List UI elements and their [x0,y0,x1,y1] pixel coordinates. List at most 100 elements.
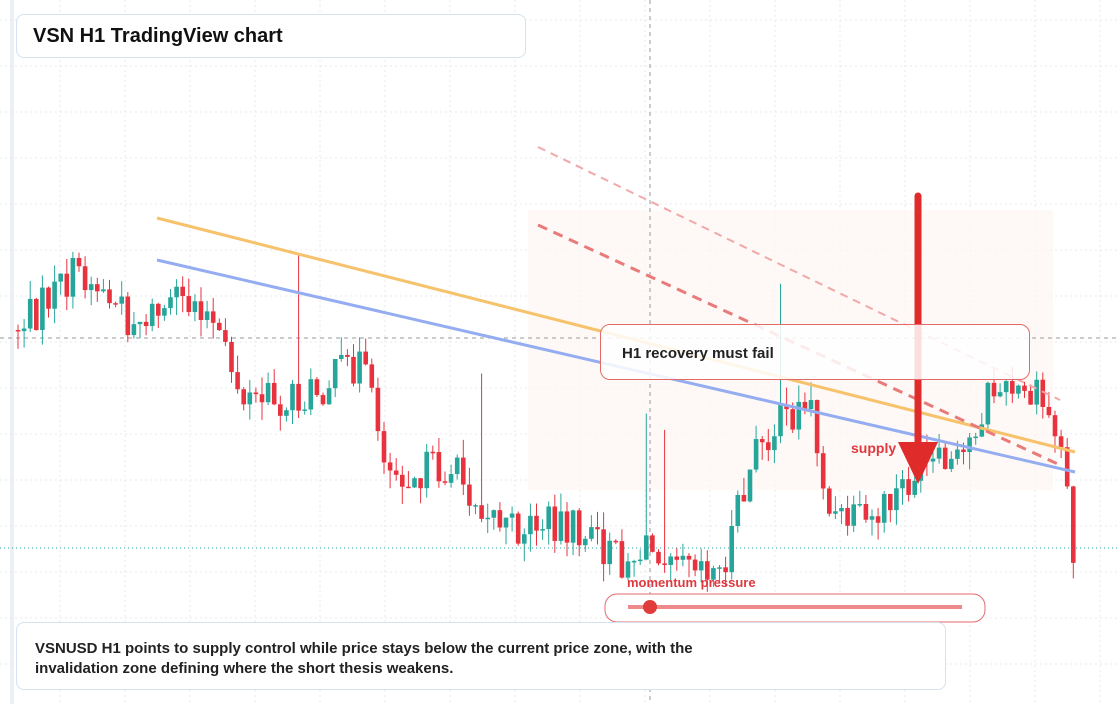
candle-body [284,410,289,416]
supply-label: supply [851,440,897,456]
candle-body [430,451,436,454]
callout: H1 recovery must fail [600,324,1030,380]
candle-body [583,538,588,546]
slider-knob [643,600,657,614]
candle-body [448,474,454,483]
candle-body [345,354,350,357]
candle-body [820,453,826,489]
candle-body [46,287,51,309]
candle-body [625,561,631,578]
arrow-head [898,442,938,484]
candle-body [27,298,33,329]
candle-body [613,540,619,543]
candle-body [601,529,606,565]
candle-body [217,322,222,331]
candle-body [412,478,417,488]
candle-body [705,561,710,580]
candle-body [290,383,295,411]
candle-body [875,516,881,523]
candle-body [1010,381,1015,394]
candle-body [711,568,716,580]
candle-body [772,436,777,451]
candle-body [857,503,863,506]
candle-body [235,372,240,390]
candle-body [107,289,112,304]
candle-body [936,447,942,459]
candle-body [656,551,661,564]
candle-body [955,449,960,459]
candle-body [119,296,124,304]
candle-body [644,535,649,560]
candle-body [692,559,698,571]
candle-body [95,284,100,292]
candle-body [607,540,612,565]
candle-body [589,527,594,539]
candle-body [137,321,143,325]
candle-body [253,392,259,395]
candle-body [400,474,405,487]
candle-body [76,258,82,267]
candle-body [485,517,490,520]
candle-body [40,287,45,331]
candle-body [540,529,545,531]
candle-body [985,382,991,425]
candle-body [759,439,765,443]
candle-body [827,488,832,514]
candle-body [406,486,411,489]
candle-body [680,555,686,560]
candle-body [942,447,948,469]
candle-body [778,404,783,437]
candle-body [223,330,228,342]
candle-body [162,308,167,316]
candle-body [436,452,442,482]
candle-body [198,301,204,320]
candle-body [479,505,484,519]
description-text: VSNUSD H1 points to supply control while… [35,640,693,677]
candle-body [558,511,564,541]
candle-body [64,273,70,297]
candle-body [595,527,600,530]
candle-body [906,479,911,495]
candle-body [833,511,838,514]
candle-body [192,301,198,313]
candle-body [101,289,106,292]
candle-body [369,364,375,388]
candle-body [278,404,283,416]
candle-body [58,273,63,282]
candle-body [265,382,271,403]
candle-body [686,555,692,560]
candle-body [34,298,39,331]
candle-body [454,457,460,475]
candle-body [979,424,985,437]
candle-body [1064,447,1070,487]
title: VSN H1 TradingView chart [16,14,526,58]
candle-body [302,409,307,411]
candle-body [314,379,320,396]
candle-body [790,409,795,430]
candle-body [375,387,381,432]
candle-body [717,567,722,569]
candle-body [351,356,356,384]
candle-body [851,504,856,526]
candle-body [845,507,850,526]
candle-body [387,462,393,471]
candle-body [21,328,27,332]
candle-body [912,480,917,495]
candle-body [509,513,515,518]
candle-body [973,436,978,439]
dashed-channel [537,223,1061,467]
candle-body [113,303,118,305]
candle-body [424,451,429,489]
candle-body [552,506,558,541]
candle-body [174,286,179,298]
candle-body [863,503,869,520]
candle-body [247,392,253,405]
candle-body [1034,379,1039,405]
candle-body [930,458,936,462]
candle-body [149,303,155,327]
candle-body [418,478,423,489]
candle-body [570,510,576,543]
candle-body [949,458,954,469]
candle-body [619,541,625,578]
